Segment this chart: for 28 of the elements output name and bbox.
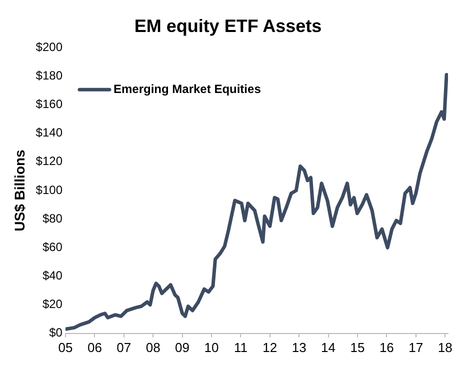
- y-tick-label: $80: [42, 211, 63, 226]
- x-tick-label: 14: [321, 340, 336, 355]
- y-tick-label: $0: [49, 326, 63, 340]
- x-tick-label: 12: [262, 340, 278, 355]
- x-tick-label: 07: [116, 340, 132, 355]
- x-tick-label: 16: [379, 340, 394, 355]
- y-tick-label: $60: [42, 240, 63, 254]
- x-tick-label: 13: [292, 340, 306, 355]
- x-tick-label: 11: [234, 340, 248, 355]
- x-tick-label: 08: [146, 340, 160, 355]
- y-tick-label: $140: [36, 126, 63, 140]
- y-tick-label: $120: [36, 154, 63, 168]
- y-tick-label: $20: [42, 297, 63, 312]
- x-tick-label: 09: [175, 340, 190, 355]
- x-tick-label: 10: [204, 340, 219, 355]
- y-tick-label: $100: [36, 182, 63, 197]
- x-tick-label: 17: [408, 340, 424, 355]
- y-tick-label: $200: [36, 40, 63, 54]
- x-tick-label: 06: [87, 340, 102, 355]
- y-axis-title: US$ Billions: [11, 149, 28, 232]
- y-tick-label: $180: [36, 68, 63, 82]
- chart-title: EM equity ETF Assets: [134, 16, 322, 36]
- y-tick-label: $40: [42, 268, 63, 283]
- x-tick-label: 15: [350, 340, 365, 355]
- x-tick-label: 05: [58, 340, 73, 355]
- x-tick-label: 18: [438, 340, 452, 355]
- y-tick-label: $160: [36, 97, 63, 112]
- legend-label: Emerging Market Equities: [113, 82, 262, 96]
